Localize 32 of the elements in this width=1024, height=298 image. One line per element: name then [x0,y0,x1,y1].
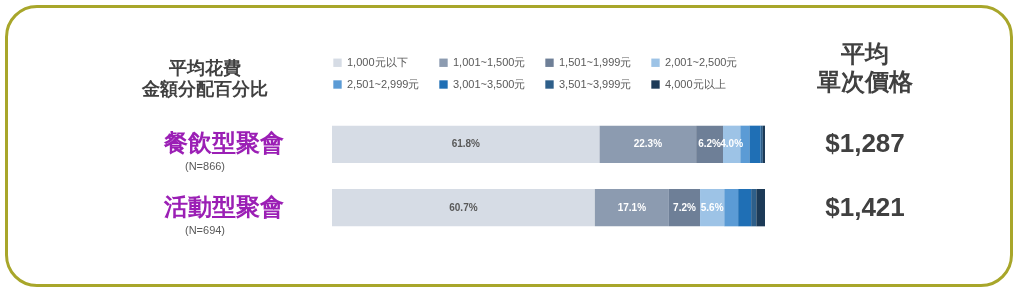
bar [332,188,595,227]
bar [756,188,765,227]
y-tick-label: 餐飲型聚會 [162,129,284,157]
data-label: 60.7% [449,201,478,213]
legend-label: 4,000元以上 [665,77,726,90]
bar [724,188,739,227]
text: (N=866) [184,160,226,173]
text: $1,287 [825,128,905,159]
data-label: 5.6% [700,201,724,213]
bar [749,125,761,164]
bar [594,188,669,227]
bar [332,125,600,164]
text: (N=694) [184,223,226,236]
legend-label: 3,501~3,999元 [559,77,632,90]
legend-label: 2,501~2,999元 [347,77,420,90]
bar [751,188,757,227]
legend-label: 3,001~3,500元 [453,77,526,90]
data-label: 22.3% [633,138,663,150]
legend-label: 1,501~1,999元 [559,55,632,68]
legend-label: 2,001~2,500元 [665,55,738,68]
data-label: 7.2% [673,201,696,213]
y-tick-label: 活動型聚會 [162,192,284,220]
data-label: 17.1% [617,201,647,213]
bar [738,188,752,227]
legend-label: 1,001~1,500元 [453,55,526,68]
data-label: 6.2% [698,138,722,150]
bar [599,125,697,164]
text: $1,421 [825,191,905,222]
chart-title: 平均花費金額分配百分比 [141,58,268,99]
data-label: 61.8% [451,138,481,150]
legend-label: 1,000元以下 [347,55,408,68]
y2-axis-title: 平均單次價格 [816,40,914,95]
